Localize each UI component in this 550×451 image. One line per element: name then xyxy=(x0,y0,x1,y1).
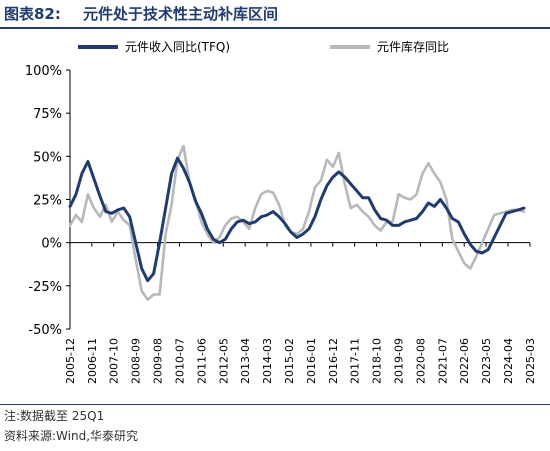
x-tick-label: 2015-02 xyxy=(283,338,296,384)
y-tick-label: 50% xyxy=(33,150,62,165)
y-tick-label: 0% xyxy=(41,237,62,252)
x-tick-label: 2018-10 xyxy=(371,338,384,384)
y-tick-label: 75% xyxy=(33,107,62,122)
x-tick-label: 2011-06 xyxy=(195,338,208,384)
x-tick-label: 2016-12 xyxy=(327,338,340,384)
y-tick-label: 100% xyxy=(25,64,62,79)
legend: 元件收入同比(TFQ) 元件库存同比 xyxy=(78,39,449,54)
x-tick-label: 2023-05 xyxy=(480,338,493,384)
x-tick-label: 2017-11 xyxy=(349,338,362,384)
legend-label-revenue: 元件收入同比(TFQ) xyxy=(125,40,230,54)
x-tick-label: 2005-12 xyxy=(64,338,77,384)
x-tick-label: 2020-08 xyxy=(414,338,427,384)
y-axis-ticks: 100% 75% 50% 25% 0% -25% -50% xyxy=(25,64,70,338)
figure-label: 图表82: xyxy=(4,5,61,23)
x-tick-label: 2014-03 xyxy=(261,338,274,384)
x-tick-label: 2024-04 xyxy=(502,338,515,384)
series-line-inventory xyxy=(68,144,526,301)
x-axis-ticks: 2005-12 2006-11 2007-10 2008-09 2009-08 2010-… xyxy=(64,242,537,384)
figure-footer: 注:数据截至 25Q1 资料来源:Wind,华泰研究 xyxy=(0,404,550,451)
x-tick-label: 2025-03 xyxy=(524,338,537,384)
footer-rule xyxy=(0,404,550,405)
x-tick-label: 2022-06 xyxy=(458,338,471,384)
x-tick-label: 2010-07 xyxy=(173,338,186,384)
source-note: 资料来源:Wind,华泰研究 xyxy=(4,429,139,443)
legend-label-inventory: 元件库存同比 xyxy=(377,39,449,54)
x-tick-label: 2013-04 xyxy=(239,338,252,384)
x-tick-label: 2012-05 xyxy=(217,338,230,384)
y-tick-label: 25% xyxy=(33,194,62,209)
line-chart: 元件收入同比(TFQ) 元件库存同比 100% 75% 50% 25% 0% -25% -5… xyxy=(25,39,537,384)
header-rule xyxy=(0,27,550,29)
series-line-revenue xyxy=(68,156,526,283)
y-tick-label: -50% xyxy=(28,323,62,338)
series-group xyxy=(68,144,526,301)
x-tick-label: 2007-10 xyxy=(108,338,121,384)
x-tick-label: 2008-09 xyxy=(130,338,143,384)
x-tick-label: 2009-08 xyxy=(152,338,165,384)
y-tick-label: -25% xyxy=(28,280,62,295)
figure-title: 元件处于技术性主动补库区间 xyxy=(83,5,279,23)
x-tick-label: 2006-11 xyxy=(86,338,99,384)
figure-header: 图表82: 元件处于技术性主动补库区间 xyxy=(0,0,550,30)
x-tick-label: 2016-01 xyxy=(305,338,318,384)
x-tick-label: 2019-09 xyxy=(392,338,405,384)
x-tick-label: 2021-07 xyxy=(436,338,449,384)
footnote: 注:数据截至 25Q1 xyxy=(4,409,105,423)
